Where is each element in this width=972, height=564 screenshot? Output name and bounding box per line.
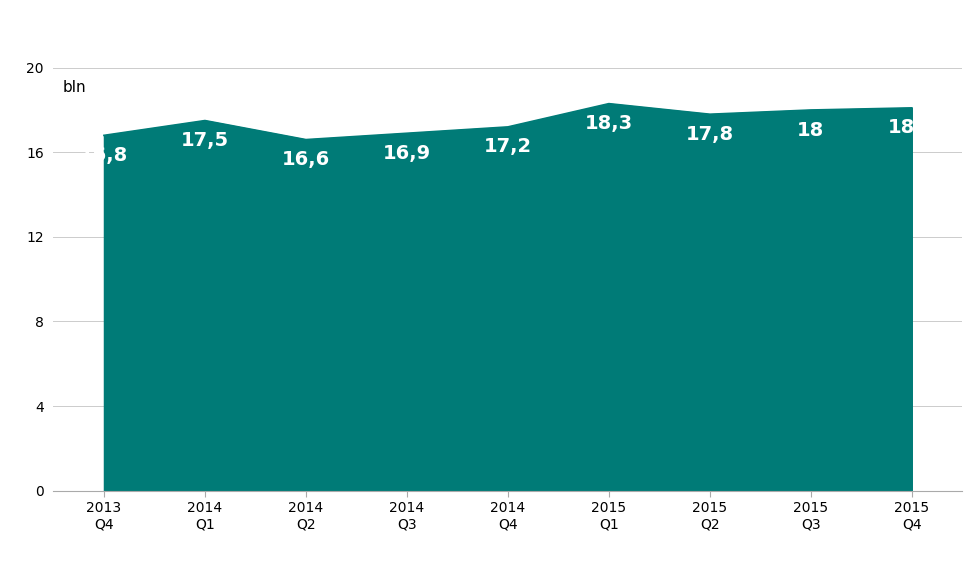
Text: 18: 18 <box>797 121 824 139</box>
Text: 16,9: 16,9 <box>383 144 431 163</box>
Text: bln: bln <box>62 81 87 95</box>
Text: 18,1: 18,1 <box>887 118 936 138</box>
Text: 16,8: 16,8 <box>80 146 128 165</box>
Text: 17,8: 17,8 <box>686 125 734 144</box>
Text: 17,2: 17,2 <box>484 138 532 156</box>
Text: 17,5: 17,5 <box>181 131 229 150</box>
Text: 16,6: 16,6 <box>282 150 330 169</box>
Text: 18,3: 18,3 <box>585 114 633 133</box>
